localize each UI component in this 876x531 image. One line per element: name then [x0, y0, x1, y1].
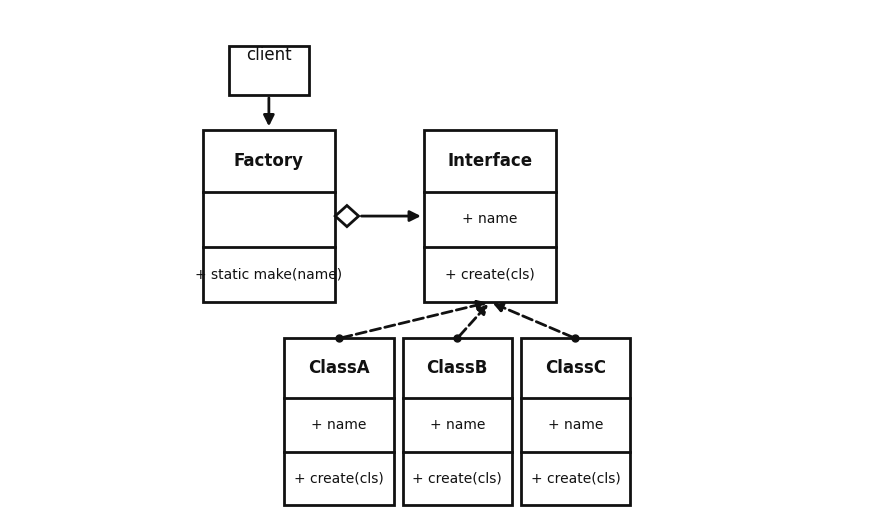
Bar — [520, 338, 630, 505]
Polygon shape — [336, 205, 358, 227]
Text: + create(cls): + create(cls) — [413, 471, 502, 485]
Text: client: client — [246, 46, 292, 64]
Text: ClassA: ClassA — [308, 359, 370, 378]
Text: + name: + name — [429, 418, 485, 432]
Bar — [403, 338, 512, 505]
Text: + name: + name — [312, 418, 367, 432]
Text: + create(cls): + create(cls) — [445, 268, 535, 281]
Bar — [202, 130, 336, 302]
Bar — [285, 338, 394, 505]
Text: Factory: Factory — [234, 152, 304, 170]
Bar — [424, 130, 556, 302]
Text: ClassC: ClassC — [545, 359, 606, 378]
Text: ClassB: ClassB — [427, 359, 488, 378]
Text: Interface: Interface — [448, 152, 533, 170]
Bar — [229, 46, 309, 95]
Text: + name: + name — [463, 212, 518, 227]
Text: + create(cls): + create(cls) — [294, 471, 384, 485]
Text: + create(cls): + create(cls) — [531, 471, 620, 485]
Text: + static make(name): + static make(name) — [195, 268, 343, 281]
Text: + name: + name — [548, 418, 603, 432]
